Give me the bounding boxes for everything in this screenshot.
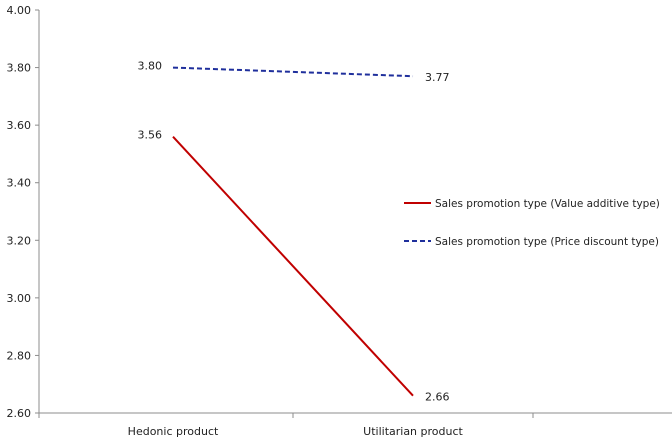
axes — [38, 10, 672, 414]
x-tick-label: Utilitarian product — [363, 425, 463, 438]
data-labels: 3.56 2.66 3.80 3.77 — [138, 60, 450, 404]
legend-label: Sales promotion type (Price discount typ… — [435, 236, 659, 248]
y-tick-label: 4.00 — [7, 4, 32, 17]
series-lines — [172, 66, 414, 397]
data-label: 3.56 — [138, 129, 163, 142]
series-line-1 — [172, 135, 414, 397]
data-label: 3.77 — [425, 71, 450, 84]
y-tick-label: 2.60 — [7, 407, 32, 420]
y-tick-label: 3.00 — [7, 292, 32, 305]
legend-label: Sales promotion type (Value additive typ… — [435, 198, 660, 210]
y-tick-label: 3.60 — [7, 119, 32, 132]
series-line-2 — [172, 66, 414, 78]
y-tick-label: 2.80 — [7, 349, 32, 362]
data-label: 3.80 — [138, 60, 163, 73]
y-tick-label: 3.40 — [7, 177, 32, 190]
y-tick-label: 3.80 — [7, 62, 32, 75]
legend: Sales promotion type (Value additive typ… — [404, 198, 660, 248]
x-tick-label: Hedonic product — [128, 425, 219, 438]
x-axis-ticks: Hedonic product Utilitarian product — [38, 413, 534, 438]
y-axis-ticks: 2.60 2.80 3.00 3.20 3.40 3.60 3.80 4.00 — [7, 4, 39, 420]
data-label: 2.66 — [425, 391, 450, 404]
y-tick-label: 3.20 — [7, 234, 32, 247]
